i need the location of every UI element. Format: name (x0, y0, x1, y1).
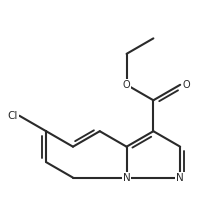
Text: N: N (123, 173, 130, 183)
Text: N: N (176, 173, 184, 183)
Text: O: O (123, 80, 130, 90)
Text: Cl: Cl (7, 111, 18, 121)
Text: O: O (183, 80, 190, 90)
